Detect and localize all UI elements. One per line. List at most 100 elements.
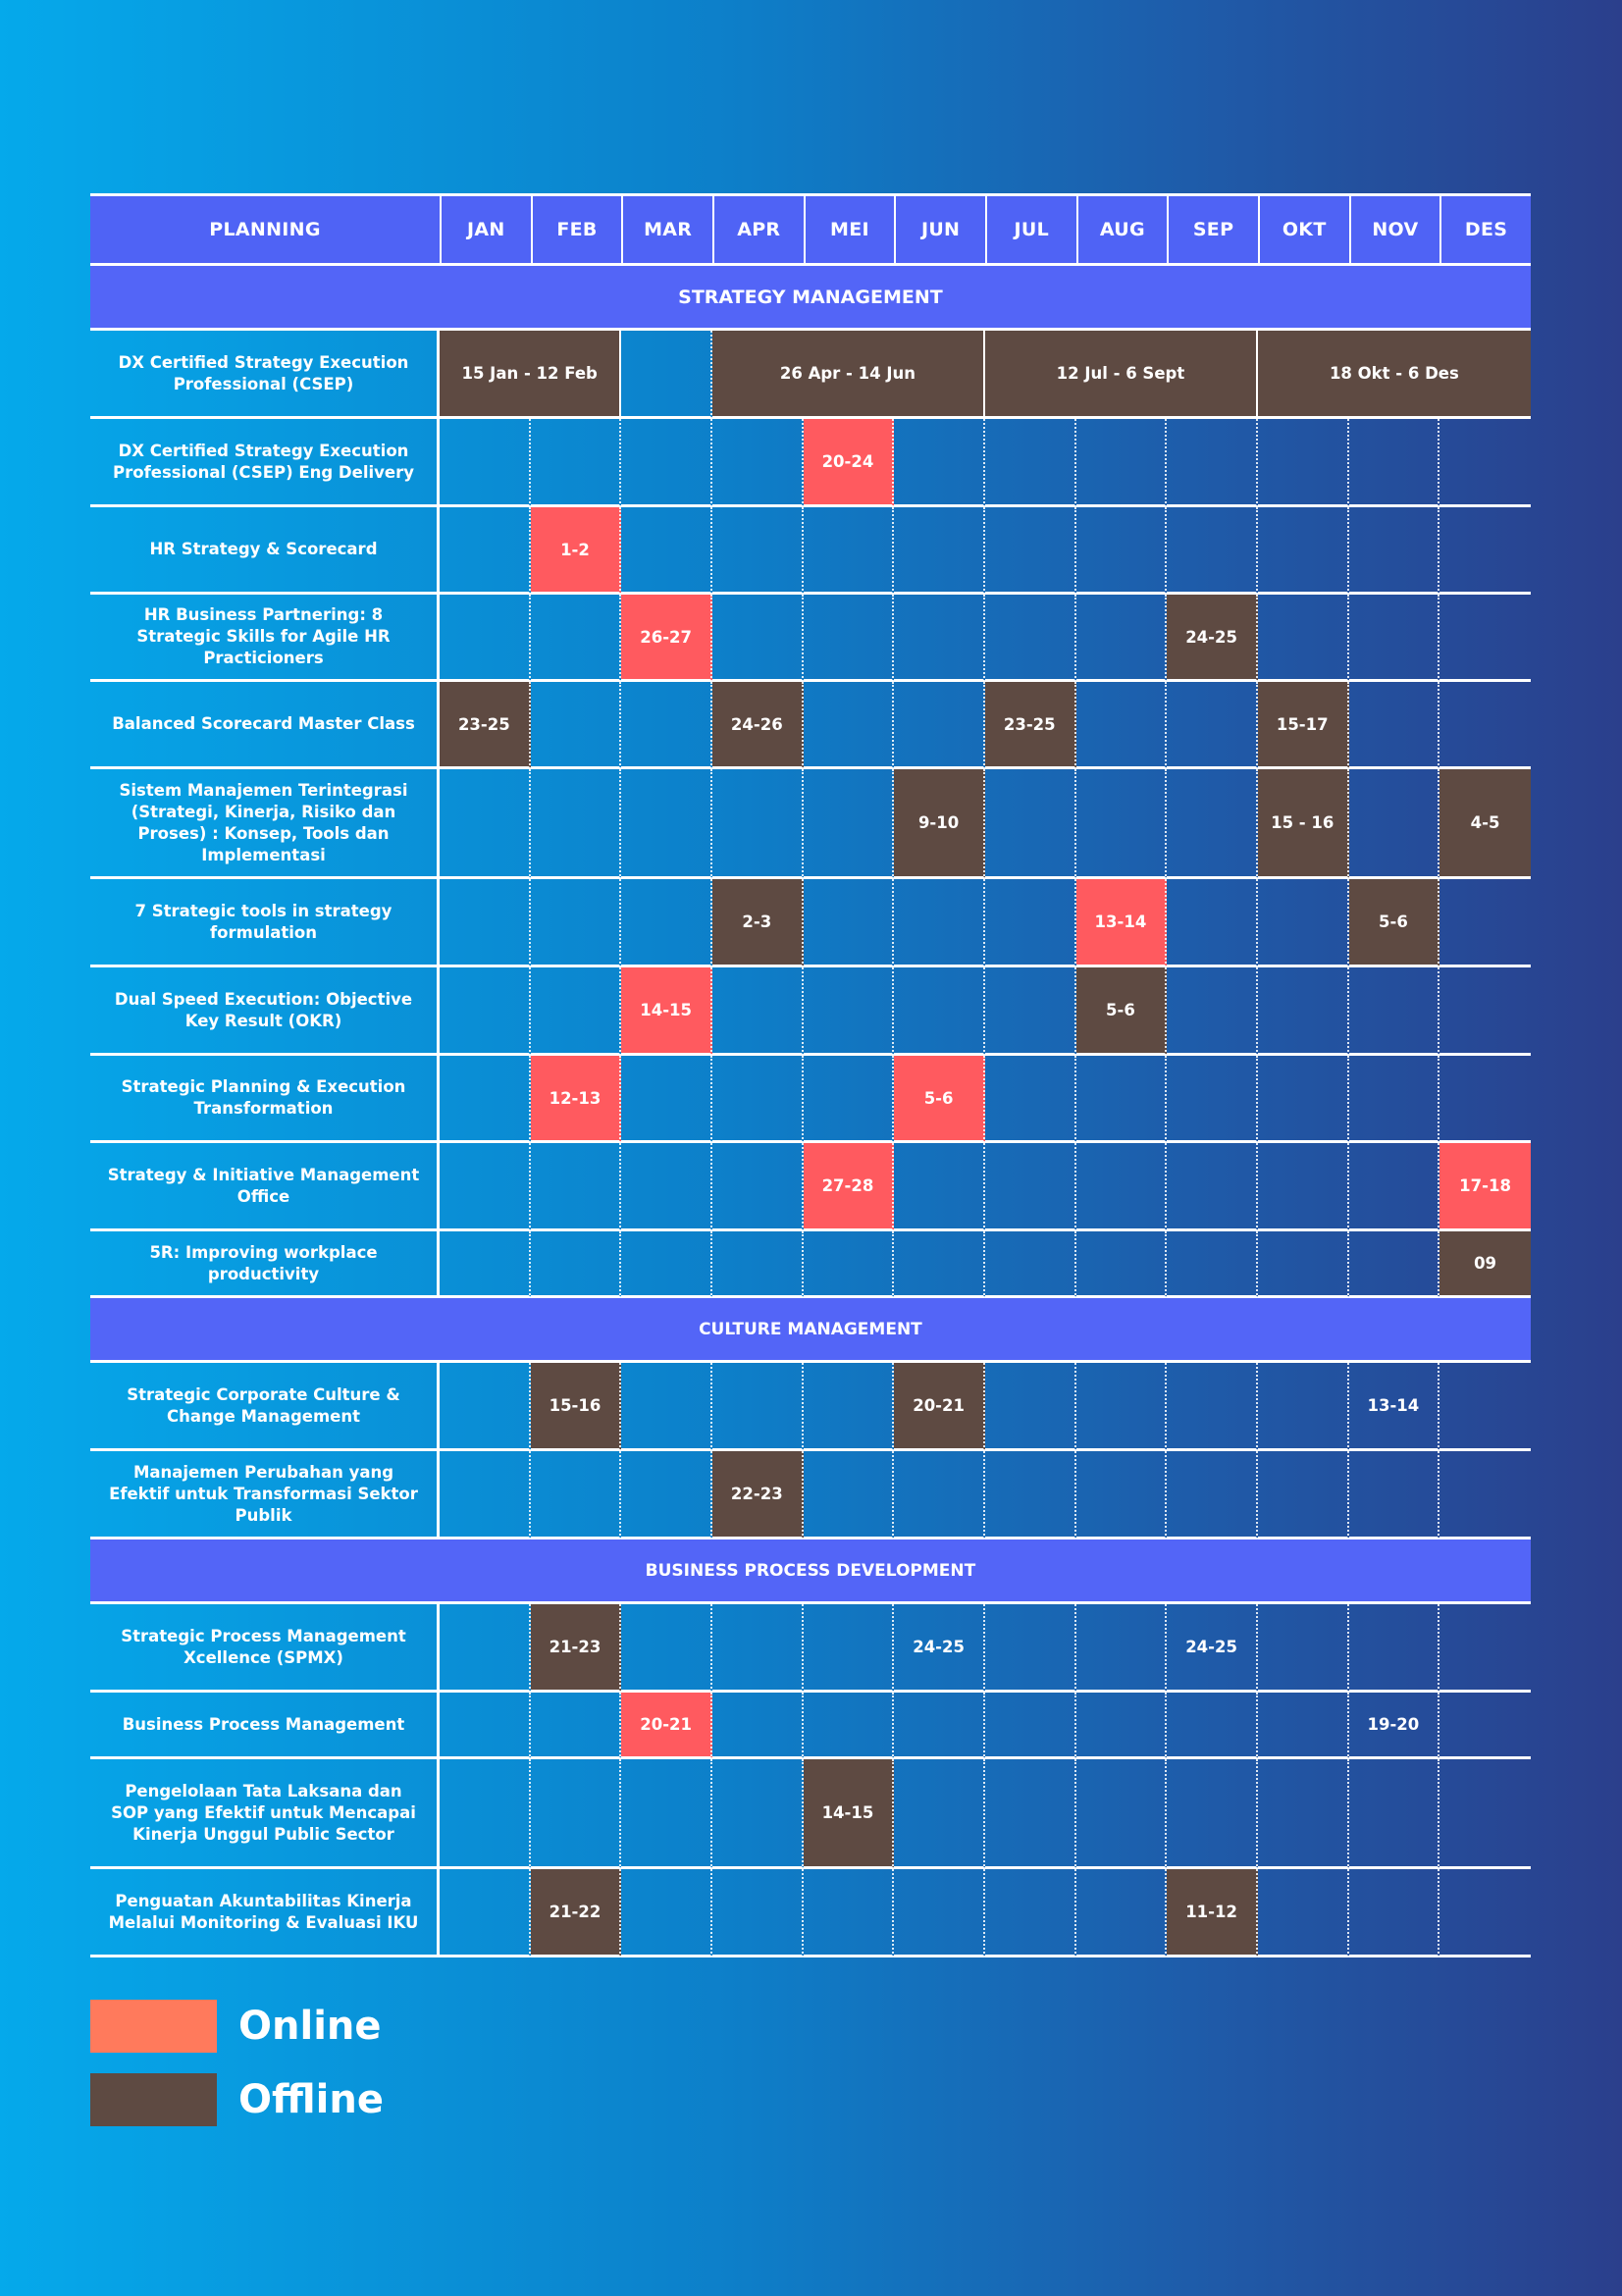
empty-month-cell — [1348, 1604, 1440, 1693]
empty-month-cell — [1167, 1056, 1258, 1143]
empty-month-cell — [621, 682, 712, 769]
empty-month-cell — [1167, 1363, 1258, 1451]
empty-month-cell — [440, 1056, 531, 1143]
empty-month-cell — [803, 769, 895, 879]
empty-month-cell — [1439, 507, 1531, 595]
empty-month-cell — [1257, 595, 1349, 682]
empty-month-cell — [894, 1759, 985, 1869]
empty-month-cell — [1075, 507, 1168, 595]
empty-month-cell — [1257, 419, 1349, 507]
empty-month-cell — [530, 967, 622, 1056]
empty-month-cell — [984, 595, 1076, 682]
schedule-date-cell: 24-25 — [1167, 1604, 1258, 1693]
month-header-jan: JAN — [440, 193, 531, 266]
empty-month-cell — [621, 507, 712, 595]
empty-month-cell — [621, 331, 712, 419]
empty-month-cell — [1167, 1759, 1258, 1869]
schedule-date-cell: 5-6 — [1075, 967, 1168, 1056]
empty-month-cell — [1075, 1143, 1168, 1231]
empty-month-cell — [711, 1363, 804, 1451]
empty-month-cell — [711, 1604, 804, 1693]
empty-month-cell — [894, 1143, 985, 1231]
course-name: Balanced Scorecard Master Class — [90, 682, 440, 769]
empty-month-cell — [984, 1143, 1076, 1231]
empty-month-cell — [1257, 1693, 1349, 1759]
empty-month-cell — [1075, 595, 1168, 682]
empty-month-cell — [984, 1759, 1076, 1869]
schedule-date-cell: 24-26 — [711, 682, 804, 769]
course-name: Strategy & Initiative Management Office — [90, 1143, 440, 1231]
empty-month-cell — [1348, 1869, 1440, 1957]
empty-month-cell — [711, 595, 804, 682]
legend-online: Online — [90, 2000, 384, 2053]
empty-month-cell — [984, 419, 1076, 507]
course-name: DX Certified Strategy Execution Professi… — [90, 419, 440, 507]
empty-month-cell — [440, 1363, 531, 1451]
empty-month-cell — [440, 419, 531, 507]
legend-offline-swatch — [90, 2073, 217, 2126]
empty-month-cell — [984, 967, 1076, 1056]
schedule-date-cell: 11-12 — [1167, 1869, 1258, 1957]
empty-month-cell — [530, 769, 622, 879]
empty-month-cell — [1075, 1451, 1168, 1539]
schedule-date-cell: 24-25 — [894, 1604, 985, 1693]
schedule-date-cell: 23-25 — [440, 682, 531, 769]
empty-month-cell — [803, 1693, 895, 1759]
empty-month-cell — [894, 1231, 985, 1298]
empty-month-cell — [1075, 769, 1168, 879]
schedule-date-cell: 09 — [1439, 1231, 1531, 1298]
empty-month-cell — [440, 1759, 531, 1869]
empty-month-cell — [1348, 1231, 1440, 1298]
empty-month-cell — [440, 879, 531, 967]
schedule-date-cell: 26 Apr - 14 Jun — [711, 331, 985, 419]
legend-online-label: Online — [238, 2004, 382, 2049]
course-name: Dual Speed Execution: Objective Key Resu… — [90, 967, 440, 1056]
empty-month-cell — [440, 1869, 531, 1957]
empty-month-cell — [984, 1231, 1076, 1298]
legend-offline: Offline — [90, 2073, 384, 2126]
empty-month-cell — [894, 1869, 985, 1957]
empty-month-cell — [1439, 1056, 1531, 1143]
empty-month-cell — [1167, 967, 1258, 1056]
course-name: Sistem Manajemen Terintegrasi (Strategi,… — [90, 769, 440, 879]
course-name: Strategic Planning & Execution Transform… — [90, 1056, 440, 1143]
empty-month-cell — [1439, 1363, 1531, 1451]
schedule-date-cell: 15-17 — [1257, 682, 1349, 769]
schedule-date-cell: 5-6 — [1348, 879, 1440, 967]
empty-month-cell — [1167, 1451, 1258, 1539]
schedule-date-cell: 4-5 — [1439, 769, 1531, 879]
empty-month-cell — [530, 595, 622, 682]
schedule-date-cell: 20-21 — [621, 1693, 712, 1759]
empty-month-cell — [1348, 1451, 1440, 1539]
empty-month-cell — [1075, 1231, 1168, 1298]
empty-month-cell — [1257, 879, 1349, 967]
empty-month-cell — [440, 967, 531, 1056]
schedule-date-cell: 27-28 — [803, 1143, 895, 1231]
empty-month-cell — [711, 1869, 804, 1957]
empty-month-cell — [803, 595, 895, 682]
empty-month-cell — [1439, 879, 1531, 967]
empty-month-cell — [1167, 682, 1258, 769]
empty-month-cell — [894, 507, 985, 595]
empty-month-cell — [530, 1451, 622, 1539]
empty-month-cell — [984, 1869, 1076, 1957]
empty-month-cell — [440, 1231, 531, 1298]
empty-month-cell — [894, 967, 985, 1056]
month-header-mei: MEI — [803, 193, 895, 266]
course-name: Manajemen Perubahan yang Efektif untuk T… — [90, 1451, 440, 1539]
empty-month-cell — [1075, 1759, 1168, 1869]
month-header-feb: FEB — [530, 193, 622, 266]
empty-month-cell — [440, 507, 531, 595]
empty-month-cell — [984, 1363, 1076, 1451]
empty-month-cell — [1167, 769, 1258, 879]
course-name: HR Business Partnering: 8 Strategic Skil… — [90, 595, 440, 682]
empty-month-cell — [984, 1693, 1076, 1759]
schedule-date-cell: 2-3 — [711, 879, 804, 967]
empty-month-cell — [984, 1604, 1076, 1693]
empty-month-cell — [621, 1363, 712, 1451]
empty-month-cell — [1348, 1143, 1440, 1231]
schedule-date-cell: 18 Okt - 6 Des — [1257, 331, 1531, 419]
course-name: 5R: Improving workplace productivity — [90, 1231, 440, 1298]
empty-month-cell — [1257, 1231, 1349, 1298]
empty-month-cell — [1075, 1363, 1168, 1451]
